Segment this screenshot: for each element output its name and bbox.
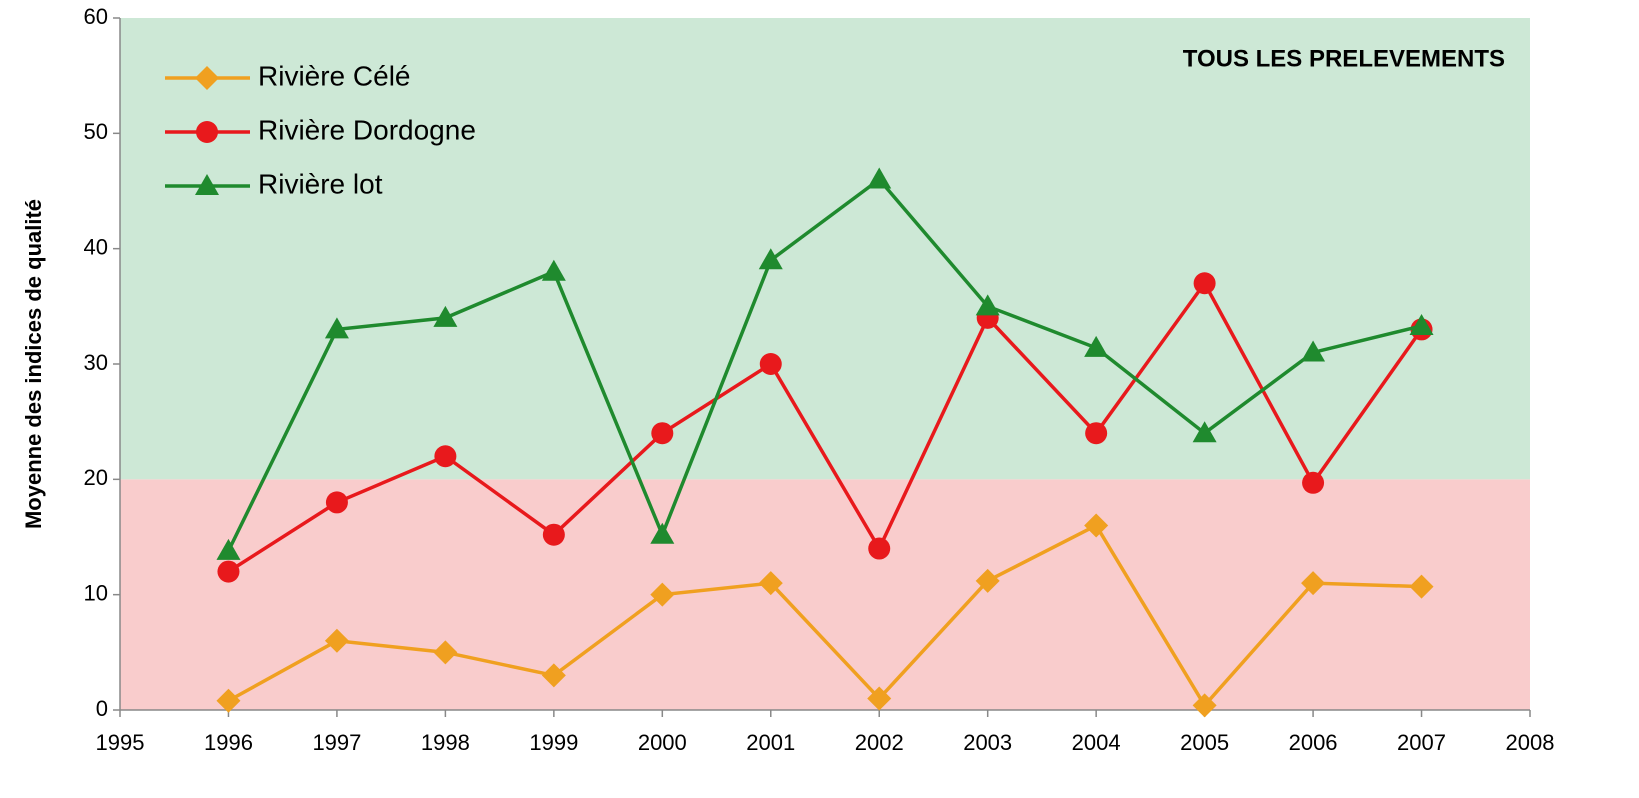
marker bbox=[1085, 422, 1108, 445]
marker bbox=[434, 445, 457, 468]
x-tick-label: 2000 bbox=[638, 730, 687, 755]
marker bbox=[975, 294, 1000, 316]
series-line bbox=[227, 523, 1422, 709]
x-tick-label: 1999 bbox=[529, 730, 578, 755]
series-line bbox=[226, 177, 1422, 552]
marker bbox=[1301, 340, 1326, 362]
legend-marker bbox=[195, 66, 219, 90]
x-tick-label: 2006 bbox=[1289, 730, 1338, 755]
marker bbox=[1084, 513, 1109, 538]
marker bbox=[1192, 693, 1217, 718]
y-axis-label: Moyenne des indices de qualité bbox=[21, 199, 46, 529]
marker bbox=[758, 571, 783, 596]
x-tick-label: 2001 bbox=[746, 730, 795, 755]
x-tick-label: 1997 bbox=[312, 730, 361, 755]
y-tick-label: 60 bbox=[84, 4, 108, 29]
marker bbox=[433, 640, 458, 665]
marker bbox=[1302, 471, 1325, 494]
marker bbox=[651, 422, 674, 445]
band bbox=[120, 479, 1530, 710]
marker bbox=[650, 522, 675, 544]
legend-marker bbox=[195, 174, 219, 195]
marker bbox=[324, 628, 349, 653]
marker bbox=[1301, 571, 1326, 596]
x-tick-label: 1995 bbox=[96, 730, 145, 755]
marker bbox=[1409, 313, 1434, 335]
marker bbox=[217, 560, 240, 583]
x-tick-label: 2002 bbox=[855, 730, 904, 755]
bands bbox=[120, 18, 1530, 710]
marker bbox=[867, 686, 892, 711]
x-tick-label: 2005 bbox=[1180, 730, 1229, 755]
x-tick-label: 2003 bbox=[963, 730, 1012, 755]
x-tick-label: 1996 bbox=[204, 730, 253, 755]
x-tick-label: 2008 bbox=[1506, 730, 1555, 755]
marker bbox=[1193, 272, 1216, 295]
marker bbox=[325, 491, 348, 514]
marker bbox=[975, 568, 1000, 593]
y-tick-label: 30 bbox=[84, 350, 108, 375]
annotation: TOUS LES PRELEVEMENTS bbox=[1183, 45, 1505, 72]
legend-label: Rivière Dordogne bbox=[258, 114, 476, 145]
y-tick-label: 20 bbox=[84, 465, 108, 490]
band bbox=[120, 18, 1530, 480]
legend-marker bbox=[196, 121, 218, 143]
marker bbox=[868, 537, 891, 560]
legend-label: Rivière Célé bbox=[258, 60, 411, 91]
marker bbox=[650, 582, 675, 607]
x-tick-label: 2004 bbox=[1072, 730, 1121, 755]
marker bbox=[541, 259, 566, 281]
marker bbox=[867, 167, 892, 189]
marker bbox=[1084, 335, 1109, 357]
marker bbox=[216, 538, 241, 560]
marker bbox=[542, 523, 565, 546]
marker bbox=[1409, 574, 1434, 599]
marker bbox=[433, 305, 458, 327]
y-tick-label: 40 bbox=[84, 234, 108, 259]
legend-label: Rivière lot bbox=[258, 168, 383, 199]
marker bbox=[1192, 421, 1217, 443]
marker bbox=[758, 248, 783, 270]
y-tick-label: 0 bbox=[96, 696, 108, 721]
marker bbox=[324, 317, 349, 339]
x-tick-label: 1998 bbox=[421, 730, 470, 755]
marker bbox=[759, 353, 782, 375]
series-line bbox=[227, 279, 1423, 574]
marker bbox=[541, 663, 566, 688]
x-tick-label: 2007 bbox=[1397, 730, 1446, 755]
y-tick-label: 10 bbox=[84, 580, 108, 605]
marker bbox=[216, 688, 241, 713]
y-tick-label: 50 bbox=[84, 119, 108, 144]
